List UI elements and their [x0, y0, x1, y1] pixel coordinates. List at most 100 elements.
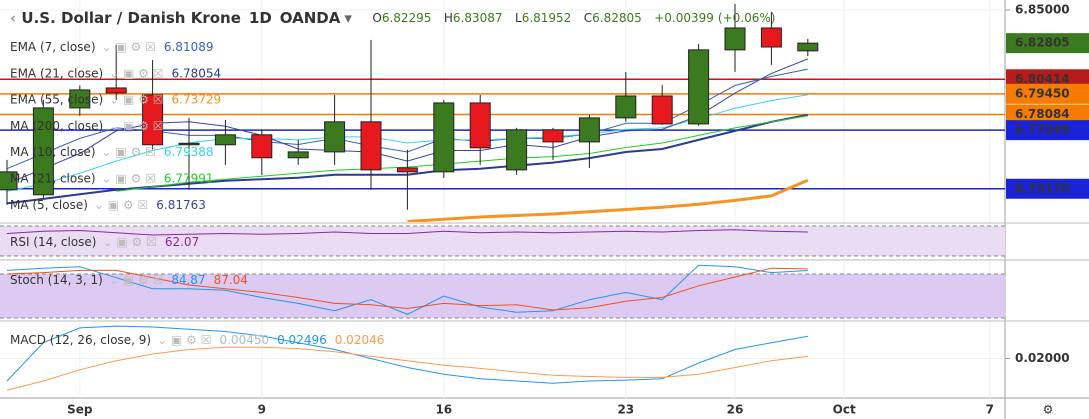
candle-body	[360, 121, 382, 171]
pane-title: Stoch (14, 3, 1)	[10, 273, 103, 287]
indicator-line	[407, 178, 809, 222]
legend-entry: MA (5, close) ⌄ ▣ ⚙ ☒ 6.81763	[10, 197, 206, 211]
change-percent: (+0.06%)	[718, 11, 776, 25]
legend-entry: EMA (55, close) ⌄ ▣ ⚙ ☒ 6.73729	[10, 92, 221, 106]
candle-body	[724, 27, 746, 51]
legend-icons: ⌄ ▣ ⚙ ☒	[102, 235, 156, 249]
x-tick-label: 23	[617, 403, 634, 417]
pane-title: RSI (14, close)	[10, 235, 96, 249]
legend-icons: ⌄ ▣ ⚙ ☒	[102, 40, 156, 54]
indicator-line	[6, 346, 808, 391]
candle-body	[178, 142, 200, 146]
high-label: H	[444, 11, 453, 25]
interval: 1D	[249, 9, 272, 27]
legend-entry: EMA (7, close) ⌄ ▣ ⚙ ☒ 6.81089	[10, 40, 213, 54]
legend-icons: ⌄ ▣ ⚙ ☒	[102, 145, 156, 159]
legend-entry: MA (10, close) ⌄ ▣ ⚙ ☒ 6.79388	[10, 145, 214, 159]
price-label: 6.79450	[1015, 86, 1070, 100]
legend-value: 6.81763	[156, 197, 206, 211]
legend-entry: EMA (21, close) ⌄ ▣ ⚙ ☒ 6.78054	[10, 66, 221, 80]
indicator-line	[6, 325, 808, 384]
legend-icons: ⌄ ▣ ⚙ ☒	[94, 197, 148, 211]
candle-body	[105, 87, 127, 94]
legend-entry: MA (200, close) ⌄ ▣ ⚙ ☒	[10, 118, 164, 132]
open-label: O	[372, 11, 381, 25]
x-tick-label: 7	[986, 403, 994, 417]
legend-name: MA (5, close)	[10, 197, 88, 211]
legend-value: 6.81089	[164, 40, 214, 54]
legend-icons: ⌄ ▣ ⚙ ☒	[109, 273, 163, 287]
candle-body	[214, 134, 236, 146]
legend-name: EMA (7, close)	[10, 40, 96, 54]
legend-entry: MA (21, close) ⌄ ▣ ⚙ ☒ 6.77991	[10, 171, 214, 185]
collapse-icon[interactable]: ‹	[10, 9, 21, 27]
x-tick-label: 16	[435, 403, 452, 417]
x-tick-label: Oct	[833, 403, 856, 417]
price-label: 6.78084	[1015, 107, 1070, 121]
settings-icon[interactable]: ⚙	[1043, 403, 1054, 417]
y-tick-label: 6.85000	[1015, 2, 1070, 16]
legend-value: 0.02496	[277, 333, 327, 347]
legend-value: 6.77991	[164, 171, 214, 185]
open: 6.82295	[382, 11, 432, 25]
legend-value: 6.73729	[172, 92, 222, 106]
candle-body	[469, 102, 491, 149]
candle-body	[324, 121, 346, 153]
candle-body	[506, 129, 528, 171]
x-tick-label: 9	[258, 403, 266, 417]
legend-value: 0.02046	[335, 333, 385, 347]
legend-icons: ⌄ ▣ ⚙ ☒	[109, 118, 163, 132]
price-label: 6.82805	[1015, 36, 1070, 50]
header: ‹ U.S. Dollar / Danish Krone 1D OANDA ▾ O6.…	[10, 9, 775, 27]
pane-title: MACD (12, 26, close, 9)	[10, 333, 151, 347]
candle-body	[760, 27, 782, 48]
candle-body	[578, 117, 600, 143]
legend-icons: ⌄ ▣ ⚙ ☒	[109, 92, 163, 106]
pane-legend: MACD (12, 26, close, 9) ⌄ ▣ ⚙ ☒ 0.00450 0.0…	[10, 333, 384, 347]
candle-body	[651, 95, 673, 125]
legend-name: MA (21, close)	[10, 171, 96, 185]
indicator-line	[116, 115, 808, 192]
legend-icons: ⌄ ▣ ⚙ ☒	[102, 171, 156, 185]
price-label-box	[1006, 104, 1089, 125]
candle-body	[688, 49, 710, 125]
price-label: 6.77049	[1015, 123, 1070, 137]
legend-name: MA (10, close)	[10, 145, 96, 159]
close: 6.82805	[592, 11, 642, 25]
price-label-box	[1006, 178, 1089, 199]
close-label: C	[584, 11, 592, 25]
candle-body	[287, 151, 309, 159]
legend-value: 84.87	[171, 273, 205, 287]
low: 6.81952	[522, 11, 572, 25]
legend-value: 62.07	[165, 235, 199, 249]
candle-body	[32, 107, 54, 196]
x-tick-label: 26	[727, 403, 744, 417]
pane-legend: Stoch (14, 3, 1) ⌄ ▣ ⚙ ☒ 84.87 87.04	[10, 273, 248, 287]
price-label: 6.80414	[1015, 72, 1070, 86]
dropdown[interactable]: ▾	[344, 9, 352, 27]
low-label: L	[515, 11, 522, 25]
candle-body	[542, 129, 564, 143]
price-label-box	[1006, 33, 1089, 54]
legend-name: EMA (21, close)	[10, 66, 103, 80]
high: 6.83087	[453, 11, 503, 25]
candle-body	[251, 134, 273, 159]
symbol: U.S. Dollar / Danish Krone	[21, 9, 241, 27]
legend-icons: ⌄ ▣ ⚙ ☒	[109, 66, 163, 80]
source: OANDA	[280, 9, 341, 27]
x-tick-label: Sep	[67, 403, 93, 417]
candle-body	[0, 171, 18, 191]
candle-body	[615, 95, 637, 119]
candle-body	[69, 89, 91, 109]
legend-value: 6.79388	[164, 145, 214, 159]
price-label-box	[1006, 120, 1089, 141]
y-tick-label: 0.02000	[1015, 351, 1070, 365]
change: +0.00399	[654, 11, 714, 25]
indicator-line	[6, 229, 808, 236]
legend-icons: ⌄ ▣ ⚙ ☒	[157, 333, 211, 347]
pane-legend: RSI (14, close) ⌄ ▣ ⚙ ☒ 62.07	[10, 235, 199, 249]
price-label: 6.73170	[1015, 181, 1070, 195]
